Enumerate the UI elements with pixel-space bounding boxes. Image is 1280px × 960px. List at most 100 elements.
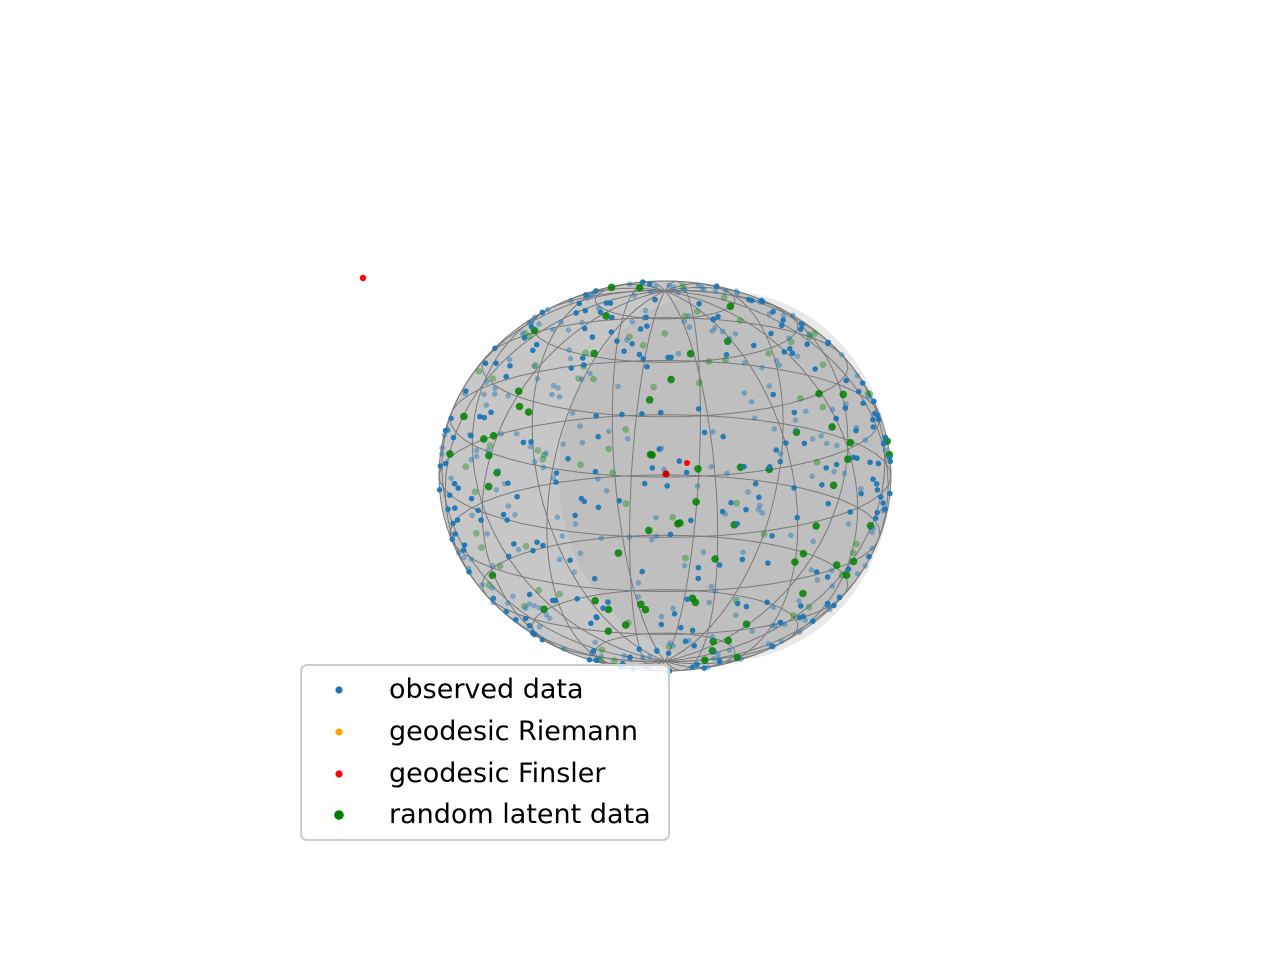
random-latent-point xyxy=(811,330,818,337)
observed-point xyxy=(652,283,659,290)
observed-point xyxy=(609,314,615,321)
observed-point xyxy=(715,651,721,658)
observed-point xyxy=(699,284,705,291)
observed-point xyxy=(635,594,642,600)
observed-point xyxy=(766,383,773,389)
wireframe-longitude xyxy=(471,287,666,662)
observed-point xyxy=(794,514,800,521)
observed-point xyxy=(450,434,457,441)
random-latent-point xyxy=(787,338,795,346)
random-latent-point xyxy=(515,402,524,411)
observed-point xyxy=(595,504,602,511)
observed-point xyxy=(711,649,717,655)
observed-point xyxy=(448,475,455,482)
random-latent-point xyxy=(832,561,841,569)
observed-point xyxy=(546,615,553,622)
observed-point xyxy=(712,588,718,594)
observed-point xyxy=(465,565,472,572)
observed-point xyxy=(588,292,594,298)
observed-point xyxy=(478,517,484,523)
observed-point xyxy=(642,307,649,314)
observed-point xyxy=(490,595,497,602)
observed-point xyxy=(741,463,747,470)
random-latent-point xyxy=(486,442,494,449)
observed-point xyxy=(743,506,749,513)
observed-point xyxy=(603,488,610,494)
observed-point xyxy=(621,348,627,355)
observed-point xyxy=(712,325,718,331)
observed-point xyxy=(505,503,512,509)
observed-point xyxy=(531,314,538,320)
observed-point xyxy=(461,554,467,561)
observed-point xyxy=(694,483,701,489)
random-latent-point xyxy=(526,332,534,340)
observed-point xyxy=(515,546,522,553)
observed-point xyxy=(533,341,540,348)
observed-point xyxy=(528,439,534,445)
random-latent-point xyxy=(521,602,528,610)
observed-point xyxy=(769,643,775,650)
observed-point xyxy=(544,306,551,313)
random-latent-point xyxy=(742,620,751,628)
random-latent-point xyxy=(462,463,470,471)
observed-point xyxy=(759,510,766,516)
observed-point xyxy=(862,437,869,443)
observed-point xyxy=(595,476,601,482)
observed-point xyxy=(581,325,588,332)
observed-point xyxy=(748,399,755,405)
random-latent-point xyxy=(607,283,616,292)
observed-point xyxy=(536,605,543,611)
observed-point xyxy=(882,506,888,512)
observed-point xyxy=(492,385,498,392)
observed-point xyxy=(715,313,721,320)
observed-point xyxy=(812,366,818,372)
observed-point xyxy=(644,363,650,370)
observed-point xyxy=(495,468,502,474)
observed-point xyxy=(726,335,733,342)
observed-point xyxy=(842,405,849,411)
random-latent-point xyxy=(605,445,613,453)
wireframe-longitude xyxy=(664,289,886,662)
wireframe-longitude xyxy=(664,283,784,662)
random-latent-point xyxy=(661,330,669,337)
observed-point xyxy=(667,640,674,646)
observed-point xyxy=(493,360,499,367)
observed-point xyxy=(688,517,694,524)
observed-point xyxy=(726,647,733,653)
random-latent-point xyxy=(622,426,630,433)
observed-point xyxy=(704,664,711,671)
random-latent-point xyxy=(805,603,813,611)
observed-point xyxy=(749,297,755,304)
observed-point xyxy=(629,341,635,347)
observed-point xyxy=(530,547,536,554)
observed-point xyxy=(639,411,645,417)
observed-point xyxy=(701,665,707,671)
observed-point xyxy=(880,500,886,506)
observed-point xyxy=(582,307,589,314)
geodesic-finsler-point xyxy=(662,470,670,478)
observed-point xyxy=(733,288,740,294)
random-latent-point xyxy=(724,636,733,645)
observed-point xyxy=(734,290,741,297)
observed-point xyxy=(549,391,555,398)
observed-point xyxy=(880,440,887,447)
observed-point xyxy=(436,487,443,493)
observed-point xyxy=(855,388,862,395)
observed-point xyxy=(482,360,489,367)
random-latent-point xyxy=(522,542,530,550)
observed-point xyxy=(709,634,715,640)
observed-point xyxy=(733,612,739,618)
scatter-points xyxy=(359,274,894,674)
observed-point xyxy=(644,323,650,330)
observed-point xyxy=(700,549,707,555)
observed-point xyxy=(589,650,595,656)
observed-point xyxy=(684,596,690,603)
observed-point xyxy=(741,360,748,366)
observed-point xyxy=(550,326,556,333)
observed-point xyxy=(624,435,631,442)
random-latent-point xyxy=(535,586,543,594)
observed-point xyxy=(675,289,681,296)
observed-point xyxy=(745,489,751,495)
observed-point xyxy=(801,440,808,447)
